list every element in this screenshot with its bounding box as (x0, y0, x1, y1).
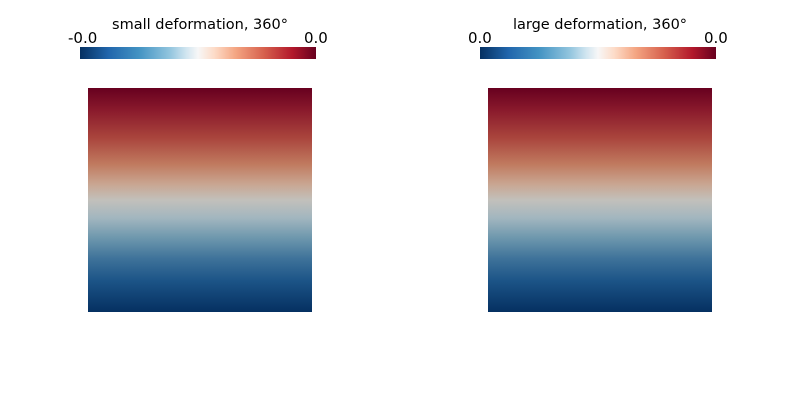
deformed-mesh-plot[interactable] (88, 88, 312, 312)
colorbar-max-label: 0.0 (704, 29, 728, 47)
deformed-mesh-plot[interactable] (488, 88, 712, 312)
colorbar-min-label: 0.0 (468, 29, 492, 47)
colorbar (480, 47, 716, 59)
colorbar-title: small deformation, 360° (112, 17, 288, 33)
render-view-large-deformation[interactable]: large deformation, 360° 0.0 0.0 (400, 0, 800, 400)
colorbar-title: large deformation, 360° (512, 17, 688, 33)
colorbar-max-label: 0.0 (304, 29, 328, 47)
colorbar-min-label: -0.0 (68, 29, 98, 47)
colorbar (80, 47, 316, 59)
render-view-small-deformation[interactable]: small deformation, 360° -0.0 0.0 (0, 0, 400, 400)
